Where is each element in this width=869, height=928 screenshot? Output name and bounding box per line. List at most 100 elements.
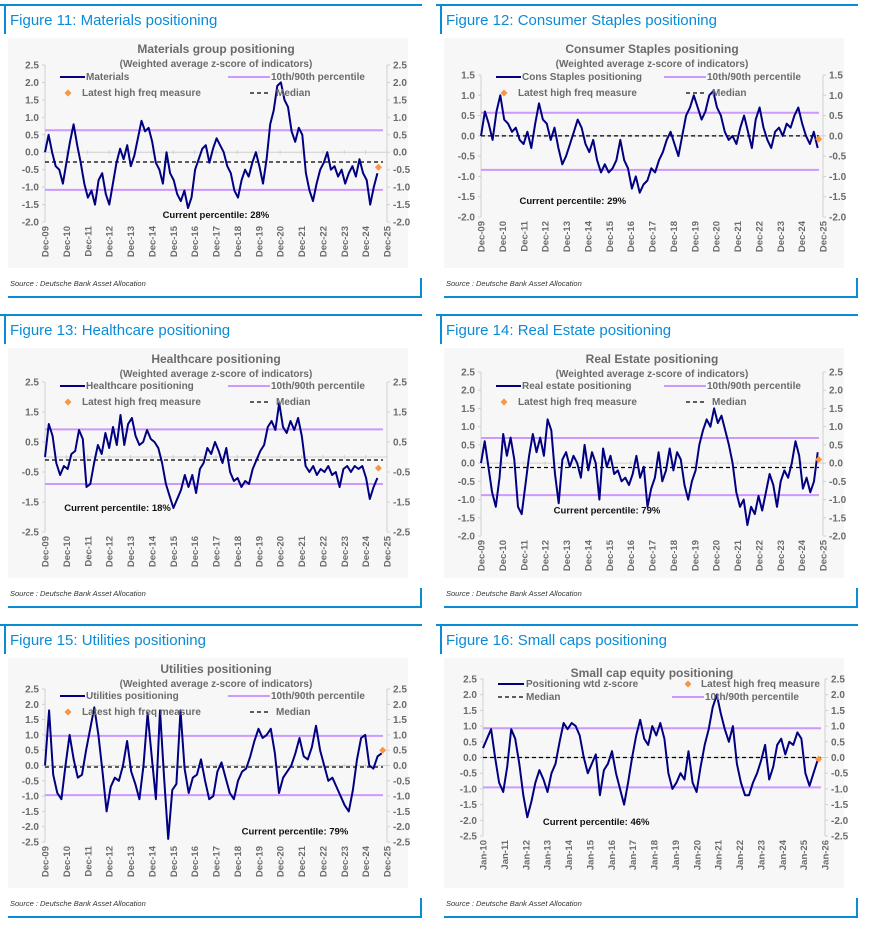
- legend-marker-swatch: [500, 398, 508, 406]
- x-tick-label: Dec-13: [562, 221, 573, 252]
- bottom-rule: [8, 606, 422, 608]
- legend-percentile-label: 10th/90th percentile: [707, 72, 801, 83]
- x-tick-label: Dec-19: [690, 221, 701, 252]
- x-tick-label: Jan-14: [564, 839, 575, 870]
- x-tick-label: Dec-09: [477, 540, 488, 571]
- chart-subtitle: (Weighted average z-score of indicators): [120, 59, 313, 70]
- y-tick-label: 0.0: [461, 131, 475, 142]
- bottom-rule: [444, 296, 858, 298]
- y-tick-label: -1.0: [458, 495, 476, 506]
- title-bar: [4, 626, 6, 654]
- y-tick-label-right: 0.5: [831, 737, 845, 748]
- legend-median-label: Median: [526, 692, 560, 703]
- legend-median-label: Median: [712, 88, 746, 99]
- bottom-rule: [8, 916, 422, 918]
- bottom-bar: [856, 898, 858, 918]
- y-tick-label-right: -2.0: [393, 218, 411, 229]
- x-tick-label: Dec-09: [477, 221, 488, 252]
- y-tick-label-right: -1.5: [393, 200, 411, 211]
- y-tick-label: 0.5: [461, 111, 475, 122]
- legend-marker-swatch: [64, 708, 72, 716]
- y-tick-label-right: -1.0: [393, 183, 411, 194]
- title-bar: [440, 316, 442, 344]
- figure-title: Figure 11: Materials positioning: [10, 12, 218, 29]
- y-tick-label-right: 0.0: [831, 753, 845, 764]
- y-tick-label: -0.5: [458, 152, 476, 163]
- y-tick-label: 1.5: [25, 715, 39, 726]
- y-tick-label-right: -1.0: [393, 792, 411, 803]
- line-chart: Real Estate positioning (Weighted average…: [458, 352, 847, 571]
- y-tick-label-right: 1.0: [831, 722, 845, 733]
- legend-median-label: Median: [712, 397, 746, 408]
- y-tick-label: 2.0: [25, 78, 39, 89]
- x-tick-label: Dec-25: [819, 539, 830, 571]
- y-tick-label: -2.5: [22, 838, 40, 849]
- figure-14: Figure 14: Real Estate positioning Source…: [436, 310, 858, 610]
- y-tick-label-right: -2.0: [829, 213, 847, 224]
- x-tick-label: Dec-15: [169, 535, 180, 567]
- figure-title: Figure 15: Utilities positioning: [10, 632, 206, 649]
- y-tick-label: 1.0: [461, 422, 475, 433]
- positioning-series-line: [480, 407, 819, 527]
- x-tick-label: Jan-26: [821, 840, 832, 870]
- legend-marker-label: Latest high freq measure: [82, 88, 201, 99]
- x-tick-label: Dec-18: [669, 540, 680, 571]
- x-tick-label: Dec-15: [169, 225, 180, 257]
- legend-percentile-label: 10th/90th percentile: [271, 381, 365, 392]
- y-tick-label: 2.5: [461, 368, 475, 379]
- x-tick-label: Dec-20: [276, 226, 287, 257]
- x-tick-label: Dec-14: [147, 535, 158, 567]
- y-tick-label-right: -1.0: [829, 172, 847, 183]
- x-tick-label: Jan-24: [778, 839, 789, 870]
- bottom-bar: [420, 278, 422, 298]
- x-tick-label: Dec-25: [383, 845, 394, 877]
- line-chart: Materials group positioning (Weighted ave…: [22, 42, 411, 257]
- y-tick-label-right: 2.0: [393, 78, 407, 89]
- bottom-bar: [856, 278, 858, 298]
- y-tick-label: 1.0: [463, 722, 477, 733]
- y-tick-label: -1.0: [460, 784, 478, 795]
- x-tick-label: Dec-23: [340, 846, 351, 877]
- x-tick-label: Dec-21: [733, 539, 744, 571]
- y-tick-label-right: -1.5: [829, 513, 847, 524]
- x-tick-label: Jan-11: [500, 839, 511, 869]
- legend-series-label: Utilities positioning: [86, 691, 179, 702]
- x-tick-label: Dec-22: [754, 221, 765, 252]
- legend-series-label: Real estate positioning: [522, 381, 631, 392]
- y-tick-label-right: 1.5: [393, 715, 407, 726]
- chart-subtitle: (Weighted average z-score of indicators): [120, 679, 313, 690]
- y-tick-label: -1.5: [22, 807, 40, 818]
- x-tick-label: Dec-23: [776, 221, 787, 252]
- y-tick-label-right: -2.0: [393, 822, 411, 833]
- y-tick-label: 0.5: [25, 438, 39, 449]
- legend-median-label: Median: [276, 707, 310, 718]
- x-tick-label: Jan-15: [585, 839, 596, 870]
- current-percentile-label: Current percentile: 28%: [163, 210, 270, 221]
- x-tick-label: Dec-23: [340, 536, 351, 567]
- positioning-series-line: [44, 706, 383, 840]
- x-tick-label: Dec-10: [498, 221, 509, 252]
- x-tick-label: Dec-12: [541, 221, 552, 252]
- y-tick-label-right: 1.0: [393, 730, 407, 741]
- source-note: Source : Deutsche Bank Asset Allocation: [446, 589, 582, 598]
- x-tick-label: Dec-14: [147, 225, 158, 257]
- x-tick-label: Dec-24: [797, 539, 808, 571]
- x-tick-label: Dec-22: [754, 540, 765, 571]
- x-tick-label: Dec-11: [83, 845, 94, 876]
- y-tick-label: 2.0: [463, 690, 477, 701]
- x-tick-label: Dec-25: [383, 535, 394, 567]
- y-tick-label-right: 0.5: [393, 438, 407, 449]
- y-tick-label: -1.0: [22, 183, 40, 194]
- y-tick-label: -1.5: [460, 800, 478, 811]
- y-tick-label: 2.0: [461, 386, 475, 397]
- positioning-series-line: [44, 81, 379, 209]
- x-tick-label: Dec-11: [83, 535, 94, 566]
- x-tick-label: Dec-25: [819, 220, 830, 252]
- x-tick-label: Dec-19: [254, 536, 265, 567]
- x-tick-label: Dec-09: [41, 226, 52, 257]
- x-tick-label: Dec-22: [318, 226, 329, 257]
- x-tick-label: Jan-12: [521, 840, 532, 870]
- x-tick-label: Jan-21: [714, 839, 725, 870]
- y-tick-label: 1.5: [461, 404, 475, 415]
- y-tick-label: 1.5: [461, 71, 475, 82]
